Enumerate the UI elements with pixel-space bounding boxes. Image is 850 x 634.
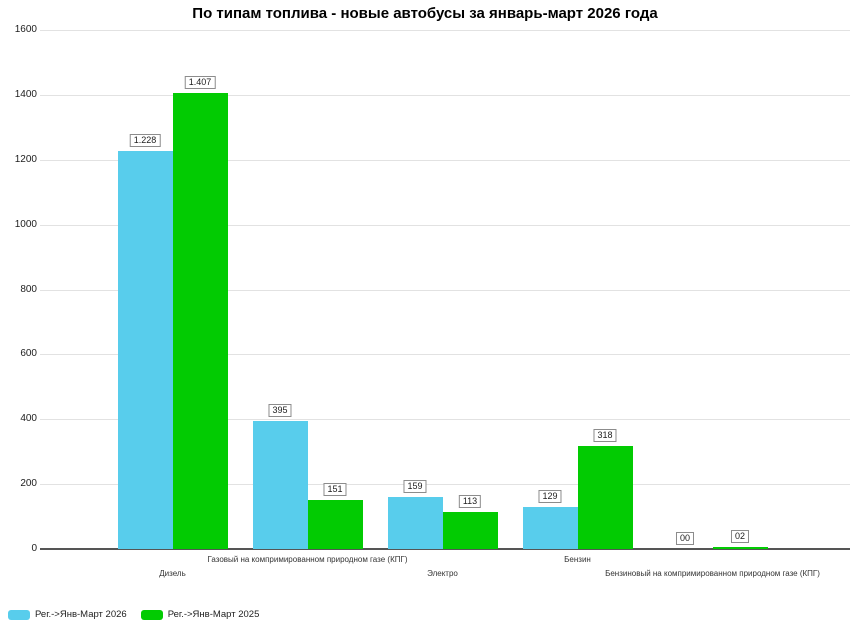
gridline-1200	[40, 160, 850, 161]
bar-series1-cat4[interactable]	[522, 507, 578, 549]
bar-series1-cat3[interactable]	[387, 497, 443, 549]
value-label-series1-cat3: 159	[403, 480, 427, 493]
chart-title: По типам топлива - новые автобусы за янв…	[192, 5, 658, 22]
legend-swatch-icon	[140, 609, 163, 620]
value-label-series1-cat2: 395	[268, 404, 292, 417]
value-label-series1-cat5: 00	[675, 532, 695, 545]
value-label-series1-cat1: 1.228	[129, 134, 161, 147]
bar-series2-cat2[interactable]	[307, 500, 363, 549]
y-axis-tick-label: 1400	[14, 89, 37, 100]
x-axis-category-label: Бензиновый на компримированном природном…	[605, 569, 820, 578]
value-label-series2-cat5: 02	[730, 530, 750, 543]
legend-label: Рег.->Янв-Март 2026	[35, 609, 127, 620]
legend-item-series2[interactable]: Рег.->Янв-Март 2025	[140, 609, 260, 620]
y-axis-tick-label: 800	[20, 284, 37, 295]
y-axis-tick-label: 1000	[14, 219, 37, 230]
y-axis-tick-label: 0	[31, 543, 37, 554]
bar-series1-cat1[interactable]	[117, 151, 173, 549]
x-axis-category-label: Газовый на компримированном природном га…	[207, 555, 408, 564]
gridline-1400	[40, 95, 850, 96]
bar-series2-cat5[interactable]	[712, 547, 768, 549]
legend: Рег.->Янв-Март 2026 Рег.->Янв-Март 2025	[8, 609, 259, 620]
gridline-400	[40, 419, 850, 420]
legend-item-series1[interactable]: Рег.->Янв-Март 2026	[8, 609, 127, 620]
gridline-1000	[40, 225, 850, 226]
bar-series2-cat1[interactable]	[172, 93, 228, 549]
y-axis-tick-label: 1200	[14, 154, 37, 165]
y-axis-tick-label: 1600	[14, 24, 37, 35]
y-axis-tick-label: 400	[20, 413, 37, 424]
gridline-200	[40, 484, 850, 485]
legend-swatch-icon	[8, 609, 30, 620]
gridline-1600	[40, 30, 850, 31]
gridline-600	[40, 354, 850, 355]
legend-label: Рег.->Янв-Март 2025	[167, 609, 260, 620]
x-axis-category-label: Бензин	[564, 555, 591, 564]
bar-series2-cat4[interactable]	[577, 446, 633, 549]
value-label-series2-cat1: 1.407	[184, 76, 216, 89]
value-label-series2-cat3: 113	[458, 495, 482, 508]
bar-series2-cat3[interactable]	[442, 512, 498, 549]
x-axis-category-label: Электро	[427, 569, 458, 578]
gridline-800	[40, 290, 850, 291]
bar-series1-cat2[interactable]	[252, 421, 308, 549]
y-axis-tick-label: 600	[20, 348, 37, 359]
x-axis-line	[40, 548, 850, 550]
value-label-series2-cat4: 318	[593, 429, 617, 442]
value-label-series1-cat4: 129	[538, 490, 562, 503]
value-label-series2-cat2: 151	[323, 483, 347, 496]
y-axis-tick-label: 200	[20, 478, 37, 489]
x-axis-category-label: Дизель	[159, 569, 186, 578]
